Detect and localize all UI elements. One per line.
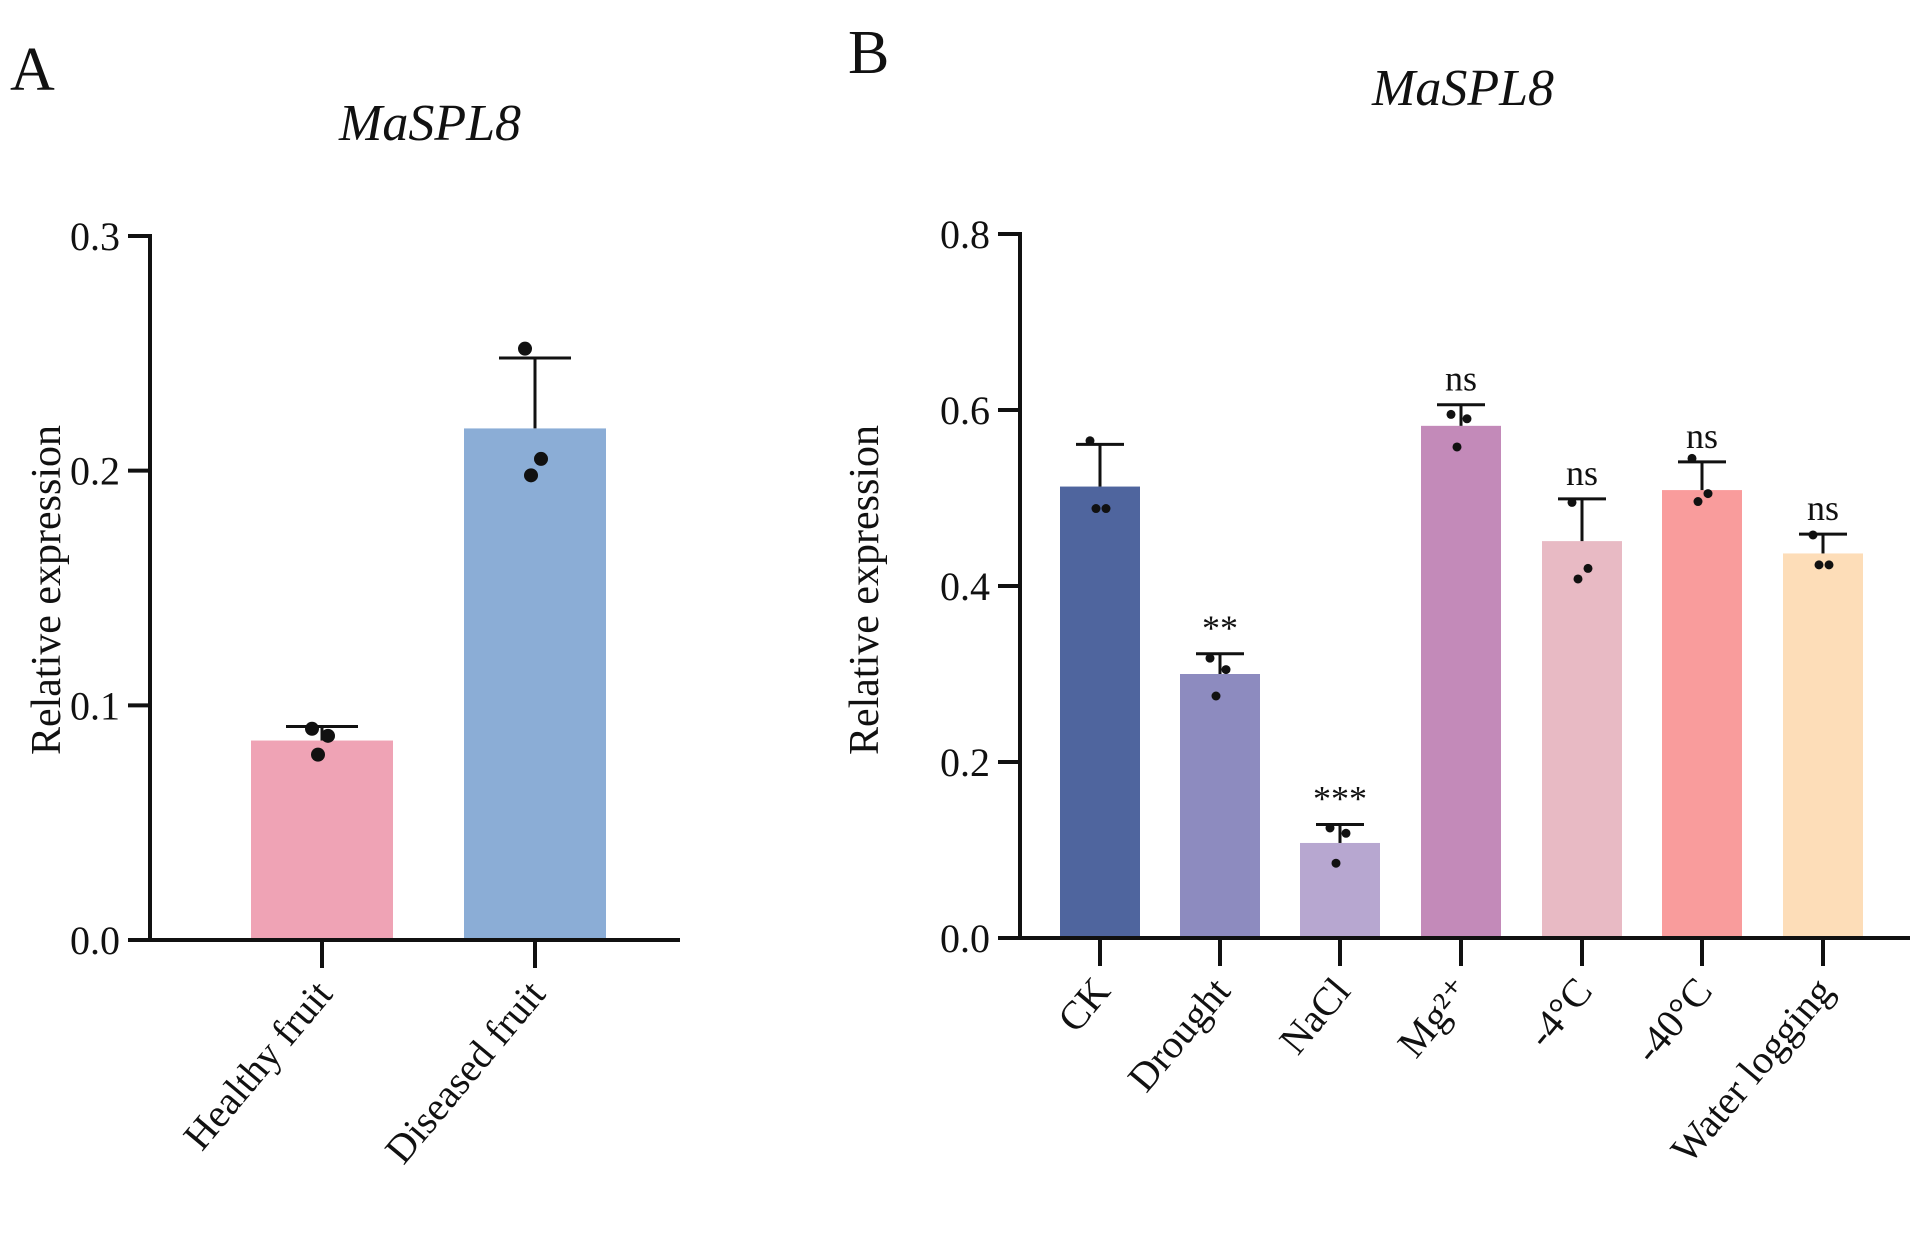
panel-a-data-point-2-3 <box>524 468 538 483</box>
panel-b-category-label-2: Drought <box>1119 969 1239 1100</box>
panel-a-title: MaSPL8 <box>338 95 521 152</box>
panel-b-data-point-7-1 <box>1808 530 1818 540</box>
panel-b-data-point-1-2 <box>1101 504 1111 514</box>
panel-a-y-tick-label-4: 0.3 <box>70 214 120 259</box>
panel-b-data-point-7-3 <box>1814 560 1824 570</box>
panel-letter-a: A <box>10 36 55 104</box>
panel-a-y-tick-label-1: 0.0 <box>70 918 120 963</box>
panel-b-significance-5: ns <box>1566 453 1598 493</box>
panel-b-bar-6 <box>1662 490 1742 938</box>
panel-b-category-label-4: Mg²⁺ <box>1388 969 1479 1066</box>
panel-b-data-point-2-1 <box>1205 653 1215 663</box>
panel-a-y-axis-title: Relative expression <box>24 425 70 755</box>
panel-b-title: MaSPL8 <box>1371 60 1554 117</box>
panel-a-data-point-1-3 <box>311 747 325 762</box>
panel-a-data-point-1-1 <box>305 721 319 736</box>
panel-b-data-point-3-3 <box>1331 858 1341 868</box>
panel-b-bar-4 <box>1421 425 1501 939</box>
panel-b-data-point-4-3 <box>1452 442 1462 452</box>
panel-b-data-point-6-2 <box>1703 489 1713 499</box>
panel-b-bar-5 <box>1542 541 1622 938</box>
panel-b-bar-3 <box>1300 842 1380 938</box>
panel-a-category-label-1: Healthy fruit <box>174 972 341 1158</box>
panel-b-significance-2: ** <box>1202 608 1238 648</box>
panel-a-y-tick-label-3: 0.2 <box>70 449 120 494</box>
panel-b-significance-7: ns <box>1807 488 1839 528</box>
panel-a-data-point-2-2 <box>534 451 548 466</box>
panel-b-data-point-5-2 <box>1583 563 1593 573</box>
panel-b-category-label-6: -40°C <box>1625 969 1721 1071</box>
panel-b-data-point-3-1 <box>1325 823 1335 833</box>
panel-b-category-label-5: -4°C <box>1518 969 1601 1056</box>
panel-b-category-label-3: NaCl <box>1270 969 1359 1063</box>
panel-b-data-point-1-3 <box>1091 504 1101 514</box>
panel-b-significance-4: ns <box>1445 359 1477 399</box>
panel-b: B MaSPL8 Relative expression *****nsnsns… <box>842 19 1910 1171</box>
panel-b-data-point-6-1 <box>1687 453 1697 463</box>
panel-a-bar-1 <box>251 740 393 940</box>
panel-b-significance-6: ns <box>1686 416 1718 456</box>
panel-b-data-point-7-2 <box>1824 560 1834 570</box>
panel-a-bars <box>251 341 606 940</box>
panel-b-data-point-3-2 <box>1341 828 1351 838</box>
panel-b-data-point-2-3 <box>1211 691 1221 701</box>
panel-b-data-point-5-1 <box>1567 497 1577 507</box>
panel-a-y-tick-label-2: 0.1 <box>70 683 120 728</box>
panel-b-bar-2 <box>1180 674 1260 938</box>
panel-b-significance-3: *** <box>1313 778 1367 818</box>
panel-b-bar-7 <box>1783 553 1863 938</box>
panel-b-data-point-2-2 <box>1221 665 1231 675</box>
panel-b-y-tick-label-1: 0.0 <box>940 916 990 961</box>
panel-a-data-point-1-2 <box>321 728 335 743</box>
panel-b-y-tick-label-3: 0.4 <box>940 564 990 609</box>
panel-a-category-label-2: Diseased fruit <box>376 972 554 1172</box>
panel-b-y-axis-title: Relative expression <box>842 425 888 755</box>
panel-b-y-tick-label-5: 0.8 <box>940 212 990 257</box>
panel-a-data-point-2-1 <box>518 341 532 356</box>
panel-b-data-point-4-2 <box>1462 414 1472 424</box>
panel-b-category-label-1: CK <box>1049 969 1119 1041</box>
panel-a-bar-2 <box>464 428 606 940</box>
panel-b-y-tick-label-2: 0.2 <box>940 740 990 785</box>
panel-b-y-tick-label-4: 0.6 <box>940 388 990 433</box>
panel-b-data-point-1-1 <box>1085 436 1095 446</box>
panel-b-bar-1 <box>1060 486 1140 938</box>
panel-a: A MaSPL8 Relative expression Healthy fru… <box>10 36 680 1172</box>
panel-b-data-point-5-3 <box>1573 574 1583 584</box>
panel-letter-b: B <box>848 19 889 87</box>
panel-b-data-point-6-3 <box>1693 497 1703 507</box>
panel-b-data-point-4-1 <box>1446 409 1456 419</box>
